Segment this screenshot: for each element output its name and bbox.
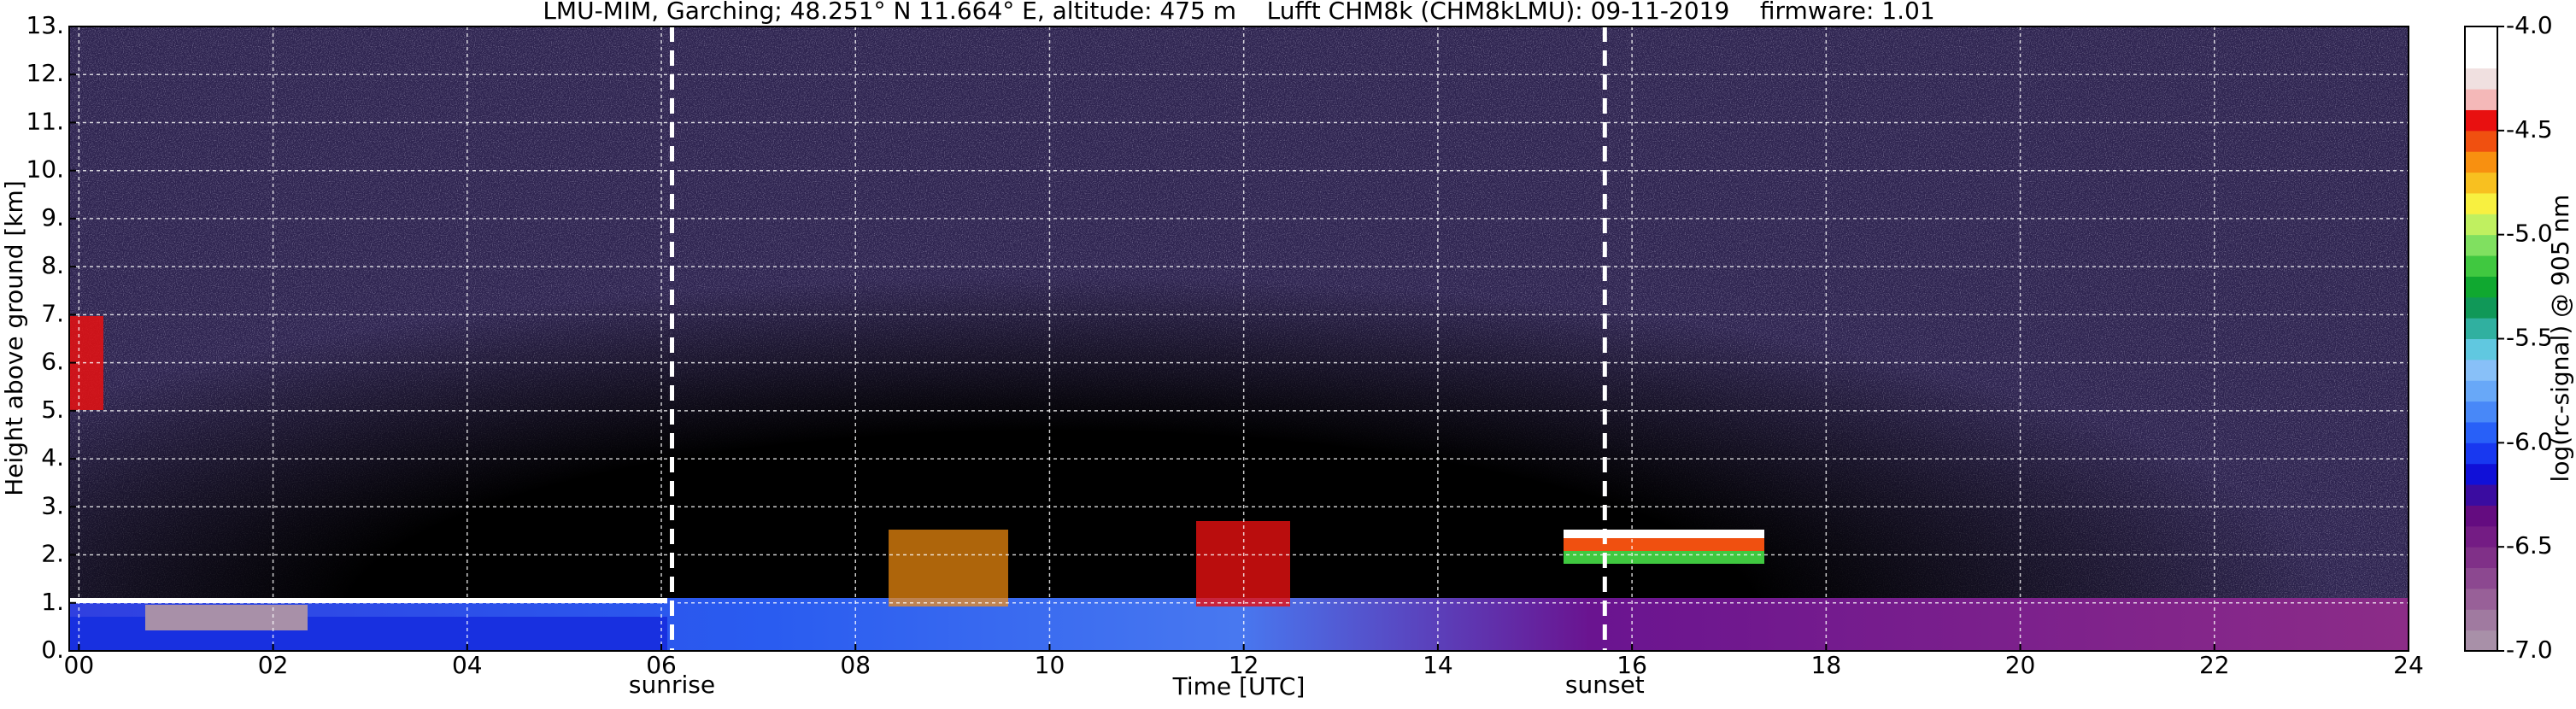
x-tick-label: 08 — [840, 651, 871, 679]
x-tick-label: 22 — [2199, 651, 2230, 679]
colorbar-band — [2465, 276, 2497, 298]
x-tick-label: 12 — [1229, 651, 1259, 679]
colorbar-band — [2465, 401, 2497, 423]
colorbar-band — [2465, 26, 2497, 48]
x-tick-label: 06 — [646, 651, 677, 679]
colorbar-tick-label: -7.0 — [2506, 636, 2553, 664]
x-axis-label: Time [UTC] — [1172, 672, 1306, 700]
x-tick-label: 10 — [1035, 651, 1065, 679]
colorbar-tick-label: -5.0 — [2506, 220, 2553, 248]
x-tick-label: 20 — [2005, 651, 2036, 679]
x-tick-label: 00 — [64, 651, 95, 679]
x-tick-label: 04 — [452, 651, 483, 679]
colorbar-band — [2465, 588, 2497, 610]
colorbar-band — [2465, 89, 2497, 110]
y-tick-label: 10. — [26, 155, 64, 184]
annotation-label: sunset — [1565, 671, 1645, 699]
colorbar-band — [2465, 130, 2497, 152]
x-tick-label: 02 — [258, 651, 289, 679]
colorbar-tick-label: -6.0 — [2506, 427, 2553, 455]
colorbar-tick-label: -4.5 — [2506, 115, 2553, 144]
colorbar-band — [2465, 67, 2497, 90]
colorbar-band — [2465, 234, 2497, 256]
annotation-label: sunrise — [629, 671, 715, 699]
colorbar-band — [2465, 484, 2497, 506]
colorbar-band — [2465, 318, 2497, 339]
colorbar-label: log(rc-signal) @ 905 nm — [2546, 195, 2574, 483]
x-tick-label: 24 — [2393, 651, 2424, 679]
y-tick-label: 4. — [41, 443, 64, 472]
chart-title: LMU-MIM, Garching; 48.251° N 11.664° E, … — [543, 0, 1934, 25]
y-tick-label: 8. — [41, 251, 64, 279]
colorbar-band — [2465, 47, 2497, 69]
colorbar-band — [2465, 609, 2497, 631]
y-tick-label: 2. — [41, 540, 64, 568]
colorbar-band — [2465, 442, 2497, 465]
y-tick-label: 13. — [26, 11, 64, 39]
colorbar-band — [2465, 192, 2497, 214]
colorbar-band — [2465, 359, 2497, 381]
y-tick-label: 0. — [41, 636, 64, 664]
colorbar-band — [2465, 421, 2497, 443]
plot-background — [69, 26, 2409, 651]
x-tick-label: 16 — [1617, 651, 1647, 679]
colorbar-band — [2465, 547, 2497, 569]
y-tick-label: 6. — [41, 348, 64, 376]
colorbar-band — [2465, 214, 2497, 236]
colorbar-band — [2465, 630, 2497, 652]
colorbar-tick-label: -6.5 — [2506, 531, 2553, 560]
y-tick-label: 9. — [41, 203, 64, 231]
y-tick-label: 1. — [41, 588, 64, 616]
colorbar-band — [2465, 172, 2497, 194]
y-tick-label: 5. — [41, 396, 64, 424]
y-axis-label: Height above ground [km] — [0, 180, 28, 496]
colorbar-band — [2465, 463, 2497, 485]
plot-frame — [68, 26, 2409, 652]
colorbar-band — [2465, 525, 2497, 548]
y-tick-label: 3. — [41, 491, 64, 519]
colorbar-tick-label: -4.0 — [2506, 11, 2553, 39]
colorbar-band — [2465, 505, 2497, 527]
colorbar-band — [2465, 380, 2497, 402]
x-tick-label: 14 — [1423, 651, 1453, 679]
colorbar-band — [2465, 338, 2497, 360]
colorbar-band — [2465, 151, 2497, 173]
x-tick-label: 18 — [1811, 651, 1842, 679]
y-tick-label: 12. — [26, 59, 64, 87]
colorbar-band — [2465, 109, 2497, 132]
y-tick-label: 11. — [26, 107, 64, 135]
colorbar-tick-label: -5.5 — [2506, 324, 2553, 352]
colorbar-band — [2465, 567, 2497, 589]
colorbar-band — [2465, 296, 2497, 319]
y-tick-label: 7. — [41, 299, 64, 327]
colorbar-band — [2465, 255, 2497, 277]
